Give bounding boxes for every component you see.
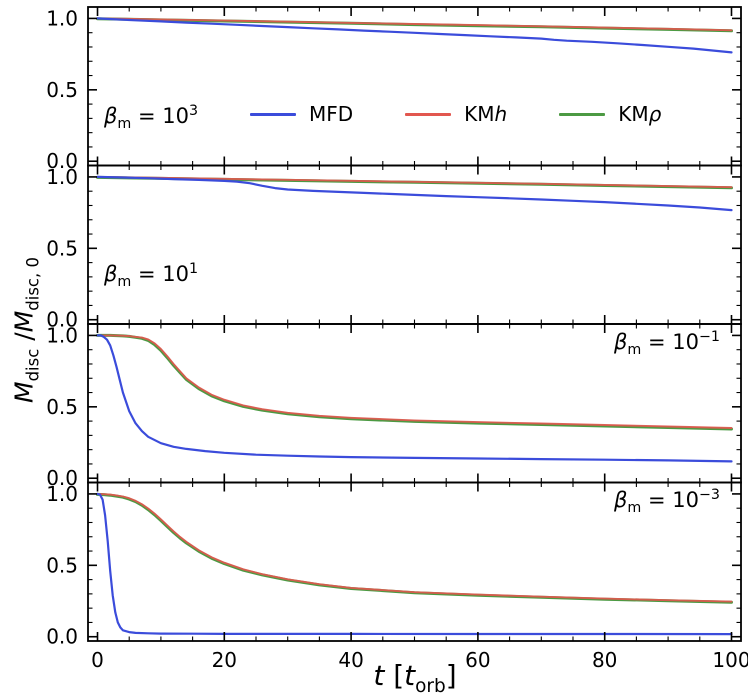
legend-line-kmrho [559,112,606,116]
ticks-panel-3: 0.0 0.5 1.0 0 20 40 60 80 100 [46,482,748,672]
svg-text:0.5: 0.5 [46,395,78,419]
svg-text:0.5: 0.5 [46,553,78,577]
svg-text:0.5: 0.5 [46,236,78,260]
series-line-MFD-panel-1 [96,175,733,212]
beta-symbol: β [613,330,628,354]
series-line-MFD-panel-0 [96,17,733,54]
svg-text:0.0: 0.0 [46,308,78,332]
svg-text:1.0: 1.0 [46,165,78,189]
panel-label-beta-1e-3: βm = 10−3 [613,487,720,517]
beta-symbol: β [104,262,118,286]
svg-text:100: 100 [712,648,748,672]
legend-item-mfd: MFD [250,102,353,126]
svg-text:0: 0 [91,648,104,672]
svg-text:0.5: 0.5 [46,78,78,102]
svg-text:1.0: 1.0 [46,6,78,30]
series-line-KMh-panel-2 [96,334,733,429]
svg-text:0.0: 0.0 [46,149,78,173]
ticks-panel-0: 0.0 0.5 1.0 [46,6,741,173]
x-axis-label: t [torb] [373,659,457,694]
series-line-MFD-panel-2 [96,334,733,463]
beta-symbol: β [104,104,118,128]
panel-frame-1 [87,164,742,325]
svg-text:40: 40 [338,648,363,672]
beta-symbol: β [613,488,628,512]
legend-label-kmrho: KMρ [618,102,662,126]
legend: MFD KMh KMρ [250,102,661,126]
y-axis-label: Mdisc /Mdisc, 0 [9,257,43,403]
panel-label-beta-1e1: βm = 101 [104,261,199,291]
svg-text:1.0: 1.0 [46,482,78,506]
ticks-panel-1: 0.0 0.5 1.0 [46,165,741,332]
svg-text:0.0: 0.0 [46,466,78,490]
panel-label-beta-1e3: βm = 103 [104,103,199,133]
panel-label-beta-1e-1: βm = 10−1 [613,329,720,359]
svg-text:1.0: 1.0 [46,323,78,347]
legend-line-mfd [250,112,296,116]
svg-text:80: 80 [592,648,617,672]
series-line-KMh-panel-0 [96,17,733,32]
panel-frame-0 [87,6,742,167]
ticks-panel-2: 0.0 0.5 1.0 [46,323,741,490]
series-line-MFD-panel-3 [96,492,733,636]
series-line-KMh-panel-1 [96,175,733,189]
series-line-KMh-panel-3 [96,492,733,603]
legend-label-mfd: MFD [309,102,354,126]
svg-text:20: 20 [212,648,237,672]
legend-item-kmh: KMh [405,102,507,126]
legend-item-kmrho: KMρ [559,102,661,126]
svg-text:0.0: 0.0 [46,625,78,649]
legend-line-kmh [405,112,452,116]
legend-label-kmh: KMh [464,102,508,126]
svg-text:60: 60 [465,648,490,672]
